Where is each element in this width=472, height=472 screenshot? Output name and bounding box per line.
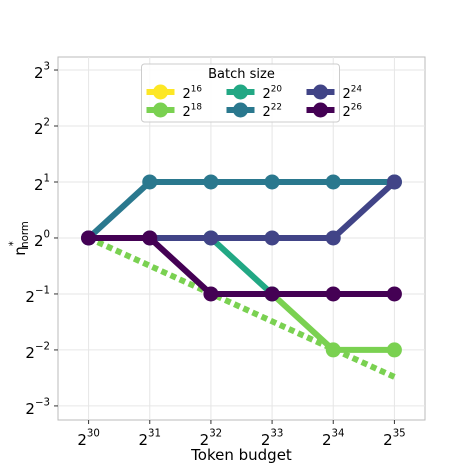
series-marker	[386, 174, 402, 190]
series-line	[86, 178, 395, 241]
series-marker	[142, 174, 158, 190]
legend-label: 224	[343, 84, 363, 101]
series-marker	[203, 286, 219, 302]
series-marker	[264, 286, 280, 302]
legend-marker	[153, 84, 168, 100]
y-tick-label: 23	[34, 62, 50, 82]
series-marker	[386, 286, 402, 302]
y-tick-label: 21	[34, 174, 50, 194]
x-tick-label: 234	[322, 429, 345, 449]
series-line	[88, 234, 395, 297]
x-tick-label: 231	[138, 429, 161, 449]
series-marker	[142, 230, 158, 246]
legend-label: 222	[263, 102, 283, 119]
x-tick-label: 233	[261, 429, 284, 449]
trend-line	[87, 235, 396, 380]
legend-marker	[313, 102, 328, 118]
series-marker	[325, 286, 341, 302]
legend-marker	[313, 84, 328, 100]
series-marker	[203, 174, 219, 190]
y-tick-label: 2−1	[25, 286, 50, 306]
legend-title: Batch size	[208, 67, 275, 82]
legend-label: 218	[183, 102, 203, 119]
y-tick-label: 2−3	[25, 398, 50, 418]
series-marker	[264, 230, 280, 246]
legend-marker	[153, 102, 168, 118]
legend-label: 216	[183, 84, 203, 101]
x-tick-label: 235	[383, 429, 406, 449]
y-tick-label: 2−2	[25, 342, 50, 362]
legend-marker	[233, 84, 248, 100]
x-axis-label: Token budget	[190, 446, 292, 464]
series-marker	[386, 342, 402, 358]
series-marker	[325, 174, 341, 190]
series-line	[208, 235, 275, 297]
series-marker	[325, 230, 341, 246]
x-tick-label: 230	[77, 429, 100, 449]
x-tick-label: 232	[200, 429, 223, 449]
legend-marker	[233, 102, 248, 118]
series-marker	[81, 230, 97, 246]
y-tick-label: 22	[34, 118, 50, 138]
y-tick-label: 20	[34, 230, 50, 250]
series-marker	[325, 342, 341, 358]
legend-label: 226	[343, 102, 363, 119]
series-marker	[203, 230, 219, 246]
y-axis-label: η*norm	[9, 221, 31, 256]
plot-frame	[57, 56, 426, 421]
legend-label: 220	[263, 84, 283, 101]
series-line	[88, 179, 397, 241]
series-marker	[264, 174, 280, 190]
